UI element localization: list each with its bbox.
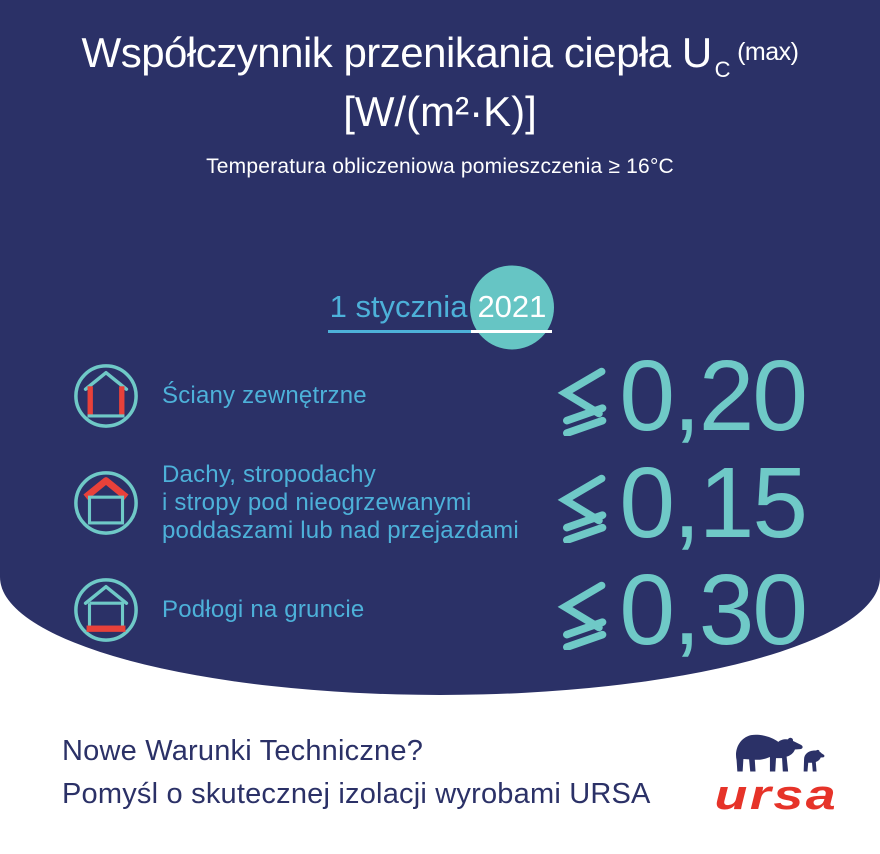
ursa-logo: URSA — [696, 729, 856, 816]
footer-line1: Nowe Warunki Techniczne? — [62, 734, 424, 767]
title-subscript: C — [714, 57, 731, 82]
date-prefix: 1 stycznia — [327, 289, 472, 334]
footer-tagline: Nowe Warunki Techniczne? Pomyśl o skutec… — [62, 730, 651, 816]
title-main-text: Współczynnik przenikania ciepła U — [81, 29, 713, 76]
u-value: 0,30 — [619, 554, 808, 667]
header: Współczynnik przenikania ciepła U C(max) … — [0, 0, 880, 179]
house-floor-icon — [72, 576, 140, 644]
label-line: poddaszami lub nad przejazdami — [162, 517, 519, 545]
polar-bear-icon — [736, 734, 825, 772]
requirement-label: Ściany zewnętrzne — [162, 382, 367, 410]
footer-line2: Pomyśl o skutecznej izolacji wyrobami UR… — [62, 777, 651, 810]
house-external-walls-icon — [72, 362, 140, 430]
effective-date: 1 stycznia 2021 — [0, 289, 880, 334]
less-equal-icon — [557, 474, 607, 544]
title-suffix: (max) — [737, 38, 799, 66]
u-value: 0,20 — [619, 340, 808, 453]
label-line: i stropy pod nieogrzewanymi — [162, 489, 472, 517]
requirement-label: Podłogi na gruncie — [162, 596, 365, 624]
requirements-list: Ściany zewnętrzne 0,20 Dachy, s — [0, 340, 880, 667]
requirement-value: 0,20 — [557, 340, 808, 453]
page-title: Współczynnik przenikania ciepła U C(max) — [0, 26, 880, 85]
requirement-value: 0,15 — [557, 447, 808, 560]
less-equal-icon — [557, 367, 607, 437]
hero-panel: Współczynnik przenikania ciepła U C(max) … — [0, 0, 880, 695]
less-equal-icon — [557, 581, 607, 651]
requirement-value: 0,30 — [557, 554, 808, 667]
formula: [W/(m²·K)] — [343, 87, 537, 135]
requirement-row-walls: Ściany zewnętrzne 0,20 — [72, 340, 808, 453]
requirement-row-floors: Podłogi na gruncie 0,30 — [72, 554, 808, 667]
house-roof-icon — [72, 469, 140, 537]
label-line: Dachy, stropodachy — [162, 461, 376, 489]
requirement-label: Dachy, stropodachy i stropy pod nieogrze… — [162, 461, 557, 545]
requirement-row-roofs: Dachy, stropodachy i stropy pod nieogrze… — [72, 447, 808, 560]
footer: Nowe Warunki Techniczne? Pomyśl o skutec… — [0, 695, 880, 816]
ursa-wordmark: URSA — [714, 771, 838, 818]
u-value: 0,15 — [619, 447, 808, 560]
date-year-circle: 2021 — [471, 289, 553, 334]
subtitle: Temperatura obliczeniowa pomieszczenia ≥… — [206, 155, 674, 179]
